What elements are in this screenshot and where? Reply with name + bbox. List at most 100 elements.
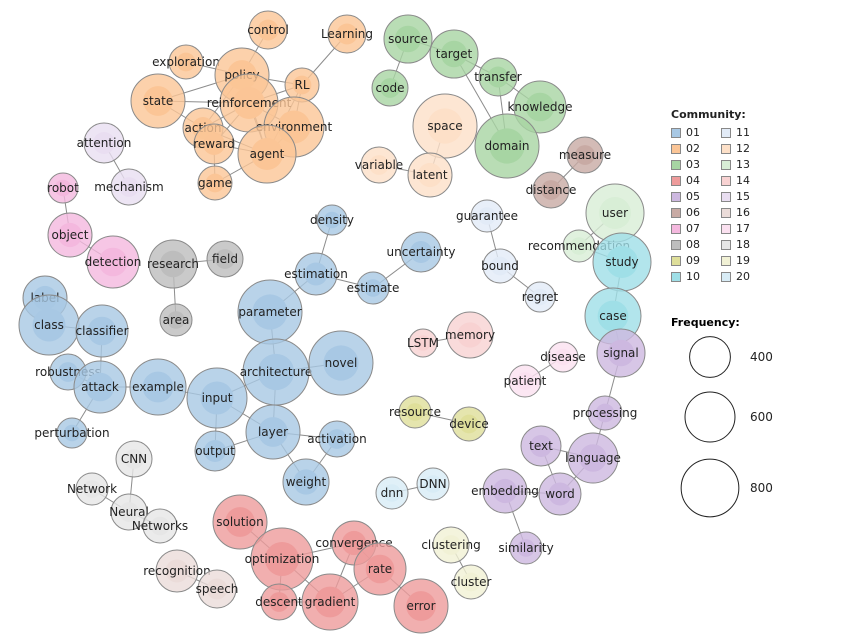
node-label-Network: Network (67, 482, 117, 496)
node-architecture: architecture (240, 338, 313, 406)
legend-swatch-16 (721, 207, 731, 218)
node-estimate: estimate (347, 271, 400, 305)
legend-swatch-15 (721, 191, 731, 202)
legend-swatch-07 (671, 223, 681, 234)
node-core-patient (516, 372, 534, 390)
node-gradient: gradient (301, 573, 359, 631)
node-core-research (159, 250, 187, 278)
node-core-Learning (336, 23, 358, 45)
node-label-RL: RL (294, 78, 309, 92)
legend-label-03: 03 (686, 158, 700, 171)
node-dnn: dnn (375, 476, 409, 510)
legend-item-02: 02 (671, 141, 721, 156)
node-core-distance (541, 180, 561, 200)
legend-label-08: 08 (686, 238, 700, 251)
frequency-label-400: 400 (750, 350, 773, 364)
node-core-memory (457, 322, 483, 348)
legend-item-10: 10 (671, 269, 721, 284)
node-core-novel (323, 345, 359, 381)
node-agent: agent (237, 124, 297, 184)
node-parameter: parameter (237, 279, 303, 345)
node-label-exploration: exploration (152, 55, 220, 69)
node-core-guarantee (478, 207, 496, 225)
node-attack: attack (73, 360, 127, 414)
legend-swatch-08 (671, 239, 681, 250)
node-label-mechanism: mechanism (94, 180, 164, 194)
node-core-exploration (176, 52, 196, 72)
legend-item-05: 05 (671, 189, 721, 204)
node-label-transfer: transfer (474, 70, 521, 84)
legend-item-18: 18 (721, 237, 771, 252)
node-label-target: target (436, 47, 473, 61)
node-core-DNN (424, 475, 442, 493)
node-label-weight: weight (286, 475, 327, 489)
node-label-activation: activation (307, 432, 366, 446)
node-state: state (130, 73, 186, 129)
node-source: source (383, 14, 433, 64)
node-core-Neural (119, 502, 139, 522)
legend-swatch-02 (671, 143, 681, 154)
legend-swatch-19 (721, 255, 731, 266)
node-recognition: recognition (143, 549, 211, 593)
node-label-input: input (202, 391, 233, 405)
node-core-optimization (264, 541, 300, 577)
node-core-clustering (441, 535, 461, 555)
node-core-word (548, 482, 572, 506)
node-field: field (206, 240, 244, 278)
legend-swatch-17 (721, 223, 731, 234)
node-label-estimate: estimate (347, 281, 400, 295)
node-core-LSTM (415, 335, 431, 351)
node-label-text: text (529, 439, 553, 453)
node-regret: regret (522, 281, 559, 313)
node-transfer: transfer (474, 57, 522, 97)
node-CNN: CNN (115, 440, 153, 478)
legend-label-19: 19 (736, 254, 750, 267)
node-similarity: similarity (498, 531, 554, 565)
node-core-input (200, 381, 234, 415)
node-core-convergence (341, 530, 367, 556)
node-label-architecture: architecture (240, 365, 313, 379)
node-label-optimization: optimization (245, 552, 320, 566)
node-core-regret (531, 288, 549, 306)
node-label-area: area (163, 313, 190, 327)
node-label-bound: bound (481, 259, 519, 273)
node-classifier: classifier (75, 304, 129, 358)
node-core-output (204, 440, 226, 462)
node-label-recognition: recognition (143, 564, 211, 578)
legend-item-12: 12 (721, 141, 771, 156)
legend-item-07: 07 (671, 221, 721, 236)
node-label-clustering: clustering (421, 538, 480, 552)
node-core-domain (489, 128, 525, 164)
node-domain: domain (474, 113, 540, 179)
legend-label-09: 09 (686, 254, 700, 267)
legend-label-16: 16 (736, 206, 750, 219)
node-core-control (257, 19, 279, 41)
node-label-study: study (605, 255, 638, 269)
node-game: game (197, 165, 233, 201)
node-core-recommendation (570, 237, 588, 255)
legend-item-20: 20 (721, 269, 771, 284)
node-core-CNN (124, 449, 144, 469)
frequency-circle-400 (689, 336, 731, 378)
node-mechanism: mechanism (94, 168, 164, 206)
node-core-field (215, 249, 235, 269)
node-label-control: control (247, 23, 289, 37)
node-core-class (32, 308, 66, 342)
node-label-source: source (388, 32, 428, 46)
node-disease: disease (540, 341, 586, 373)
node-core-cluster (461, 572, 481, 592)
legend-swatch-06 (671, 207, 681, 218)
node-core-weight (293, 469, 319, 495)
node-label-attention: attention (77, 136, 132, 150)
legend-swatch-12 (721, 143, 731, 154)
node-label-signal: signal (603, 346, 639, 360)
node-resource: resource (389, 395, 441, 429)
node-core-RL (292, 75, 312, 95)
community-legend-title: Community: (671, 108, 746, 121)
node-label-descent: descent (255, 595, 303, 609)
node-patient: patient (504, 364, 547, 398)
legend-swatch-10 (671, 271, 681, 282)
node-core-robustness (58, 362, 78, 382)
legend-item-17: 17 (721, 221, 771, 236)
legend-swatch-11 (721, 127, 731, 138)
